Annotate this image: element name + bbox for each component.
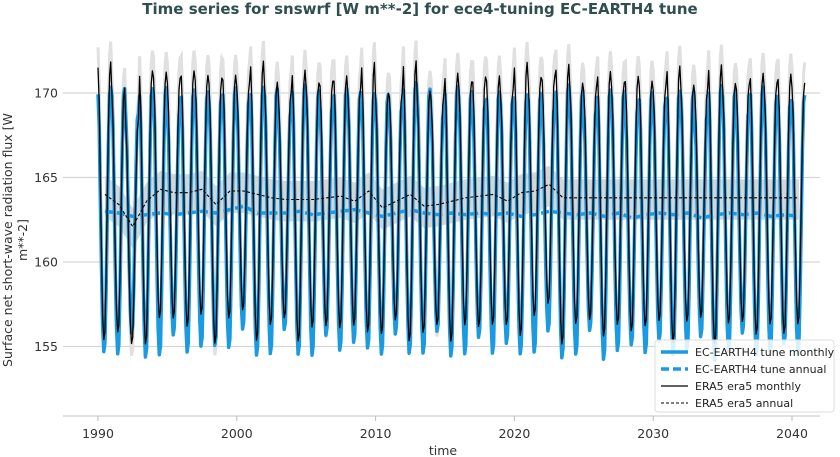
x-tick-label: 2010: [360, 426, 392, 441]
y-axis-label: Surface net short-wave radiation flux [W…: [0, 113, 30, 367]
legend-label: ERA5 era5 monthly: [695, 380, 801, 393]
series-line-era5-era5-annual: [104, 183, 799, 228]
era5-annual-spread: [104, 165, 799, 249]
y-tick-label: 170: [34, 86, 58, 101]
legend-label: EC-EARTH4 tune monthly: [695, 346, 835, 359]
y-tick-label: 160: [34, 255, 58, 270]
chart-title: Time series for snswrf [W m**-2] for ece…: [142, 0, 698, 18]
y-tick-label: 165: [34, 170, 58, 185]
legend-box: [654, 339, 835, 413]
legend: EC-EARTH4 tune monthly EC-EARTH4 tune ann…: [654, 339, 835, 413]
legend-label: EC-EARTH4 tune annual: [695, 363, 826, 376]
x-tick-label: 2040: [776, 426, 808, 441]
x-tick-label: 2020: [498, 426, 530, 441]
x-tick-label: 1990: [82, 426, 114, 441]
y-tick-label: 155: [34, 339, 58, 354]
series-line-era5-era5-monthly: [97, 60, 806, 345]
x-tick-label: 2030: [637, 426, 669, 441]
legend-label: ERA5 era5 annual: [695, 397, 793, 410]
x-axis-label: time: [429, 443, 458, 457]
x-tick-label: 2000: [221, 426, 253, 441]
